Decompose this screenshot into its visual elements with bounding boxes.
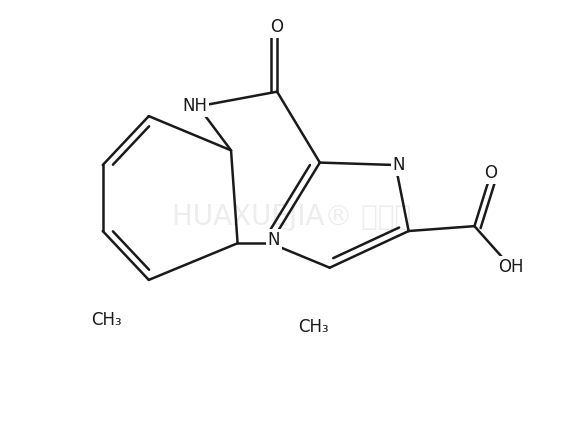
- Text: O: O: [484, 164, 498, 182]
- Text: O: O: [270, 18, 284, 36]
- Text: N: N: [393, 156, 405, 174]
- Text: N: N: [268, 230, 280, 249]
- Text: HUAXUEJIA® 化学加: HUAXUEJIA® 化学加: [172, 203, 412, 231]
- Text: OH: OH: [498, 258, 523, 276]
- Text: CH₃: CH₃: [298, 318, 329, 336]
- Text: NH: NH: [182, 97, 207, 115]
- Text: CH₃: CH₃: [91, 311, 121, 329]
